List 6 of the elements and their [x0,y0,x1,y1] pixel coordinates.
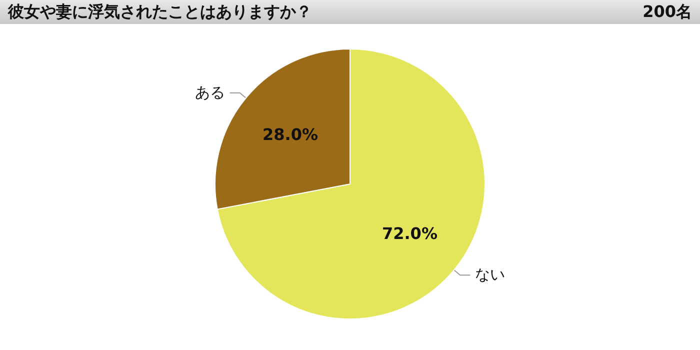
chart-title: 彼女や妻に浮気されたことはありますか？ [8,2,312,22]
data-label: 72.0% [382,224,438,243]
data-label: 28.0% [262,125,318,144]
slice-label: ない [475,266,506,284]
slice-label: ある [194,84,225,102]
text: 200名 [642,2,692,22]
